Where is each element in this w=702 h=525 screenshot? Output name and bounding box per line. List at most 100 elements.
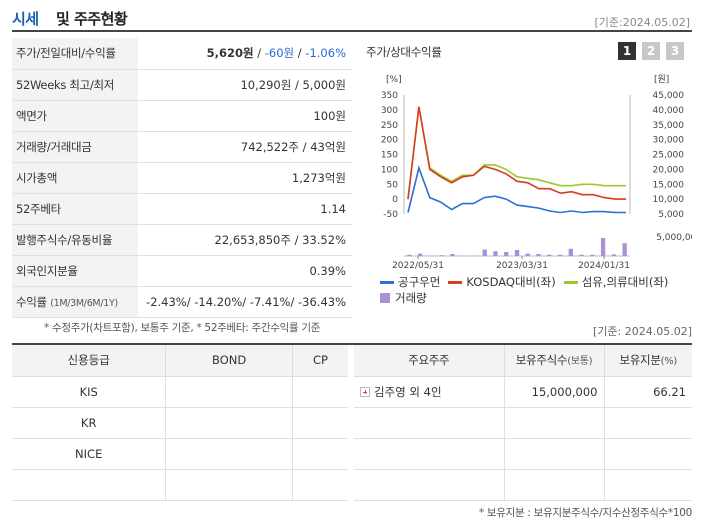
holder-shares (503, 407, 604, 439)
price-change-rate: -1.06% (305, 46, 346, 61)
table-row: KR (12, 407, 348, 439)
left-tick-label: 200 (381, 136, 398, 146)
x-tick-label: 2024/01/31 (578, 261, 630, 271)
holders-header-pct: 보유지분(%) (603, 345, 692, 377)
holder-name (354, 438, 504, 470)
credit-agency: KR (12, 407, 166, 439)
volume-bar (493, 251, 498, 256)
credit-cp (291, 407, 348, 439)
volume-bar (557, 254, 563, 256)
volume-bar (579, 254, 584, 256)
credit-header: 신용등급 (12, 345, 166, 377)
info-label: 시가총액 (12, 162, 138, 194)
left-tick-label: 150 (381, 151, 398, 161)
price-chart: [%] [원] 350 300 250 200 150 100 50 0 -50 45,000 40,0… (381, 74, 692, 271)
holder-pct (603, 407, 692, 439)
right-tick-label: 25,000 (653, 151, 685, 161)
info-label: 액면가 (12, 100, 138, 132)
info-label: 주가/전일대비/수익률 (12, 38, 138, 70)
holders-footnote: * 보유지분 : 보유지분주식수/지수산정주식수*100 (478, 507, 692, 519)
credit-cp (291, 469, 348, 501)
legend-item-volume[interactable]: 거래량 (380, 290, 427, 306)
left-tick-label: 50 (387, 180, 399, 190)
legend-item-sector[interactable]: 섬유,의류대비(좌) (563, 274, 668, 290)
right-tick-label: 45,000 (653, 91, 685, 101)
info-label: 수익률 (1M/3M/6M/1Y) (12, 286, 138, 318)
section-title: 및 주주현황 (56, 10, 128, 28)
info-row-shares: 발행주식수/유동비율 22,653,850주 / 33.52% (12, 224, 352, 256)
info-label: 52주베타 (12, 193, 138, 225)
credit-bond (165, 376, 293, 408)
info-row-price: 주가/전일대비/수익률 5,620원 / -60원 / -1.06% (12, 38, 352, 70)
info-value: 22,653,850주 / 33.52% (138, 224, 352, 256)
holder-pct (603, 469, 692, 501)
credit-agency: KIS (12, 376, 166, 408)
left-tick-label: 350 (381, 91, 398, 101)
holders-header-name: 주요주주 (354, 345, 504, 377)
chart-panel: 주가/상대수익률 1 2 3 [%] [원] 350 300 250 200 150 100 5… (360, 38, 692, 310)
legend-line-sector (563, 280, 578, 284)
info-row-market-cap: 시가총액 1,273억원 (12, 162, 352, 194)
info-row-foreign: 외국인지분율 0.39% (12, 255, 352, 287)
credit-agency: NICE (12, 438, 166, 470)
info-value: 0.39% (138, 255, 352, 287)
table-row: KIS (12, 376, 348, 408)
volume-bar (525, 253, 530, 256)
table-row: NICE (12, 438, 348, 470)
expand-plus-icon[interactable] (360, 386, 370, 397)
price-footnote: * 수정주가(차트포함), 보통주 기준, * 52주베타: 주간수익률 기준 (44, 322, 321, 334)
credit-bond (165, 407, 293, 439)
info-value: 1,273억원 (138, 162, 352, 194)
left-tick-label: 300 (381, 106, 398, 116)
legend-label: 공구우먼 (398, 275, 441, 289)
holder-pct: 66.21 (603, 376, 692, 408)
credit-rating-table: 신용등급 BOND CP KIS KR NICE (12, 345, 348, 501)
info-label: 거래량/거래대금 (12, 131, 138, 163)
right-tick-label: 10,000 (653, 195, 685, 205)
credit-header: CP (291, 345, 348, 377)
legend-item-kosdaq[interactable]: KOSDAQ대비(좌) (448, 274, 556, 290)
holder-name-text[interactable]: 김주영 외 4인 (374, 384, 442, 399)
chart-title: 주가/상대수익률 (366, 45, 442, 59)
info-value: 1.14 (138, 193, 352, 225)
info-row-52weeks: 52Weeks 최고/최저 10,290원 / 5,000원 (12, 69, 352, 101)
holder-name (354, 407, 504, 439)
reference-date: [기준:2024.05.02] (594, 16, 690, 29)
table-row (12, 469, 348, 501)
holders-header-unit: (보통) (567, 356, 593, 368)
holder-pct (603, 438, 692, 470)
chart-tab-3[interactable]: 3 (666, 42, 684, 60)
info-label: 발행주식수/유동비율 (12, 224, 138, 256)
info-row-volume: 거래량/거래대금 742,522주 / 43억원 (12, 131, 352, 163)
price-value: 5,620원 / -60원 / -1.06% (138, 38, 352, 70)
holders-header-label: 보유지분 (619, 353, 661, 368)
info-value: 10,290원 / 5,000원 (138, 69, 352, 101)
credit-agency (12, 469, 166, 501)
left-tick-label: -50 (383, 210, 398, 220)
credit-header: BOND (165, 345, 293, 377)
chart-tab-2[interactable]: 2 (642, 42, 660, 60)
legend-item-stock[interactable]: 공구우먼 (380, 274, 440, 290)
holders-header-unit: (%) (660, 356, 678, 368)
chart-tab-1[interactable]: 1 (618, 42, 636, 60)
volume-bar (407, 254, 412, 256)
right-tick-label: 20,000 (653, 165, 685, 175)
info-row-par-value: 액면가 100원 (12, 100, 352, 132)
info-row-beta: 52주베타 1.14 (12, 193, 352, 225)
holders-header-label: 보유주식수 (515, 353, 568, 368)
legend-line-kosdaq (448, 280, 463, 284)
table-row (354, 438, 692, 470)
holders-header-shares: 보유주식수(보통) (503, 345, 604, 377)
info-value: 742,522주 / 43억원 (138, 131, 352, 163)
x-tick-label: 2023/03/31 (496, 261, 548, 271)
holder-shares: 15,000,000 (503, 376, 604, 408)
volume-bar (504, 252, 509, 256)
credit-bond (165, 469, 293, 501)
price-change: -60원 (264, 46, 295, 61)
credit-cp (291, 438, 348, 470)
legend-square-volume (380, 293, 390, 303)
legend-line-stock (380, 280, 394, 284)
table-row (354, 407, 692, 439)
volume-bar (482, 249, 487, 256)
volume-tick-label: 5,000,000 (656, 233, 692, 243)
